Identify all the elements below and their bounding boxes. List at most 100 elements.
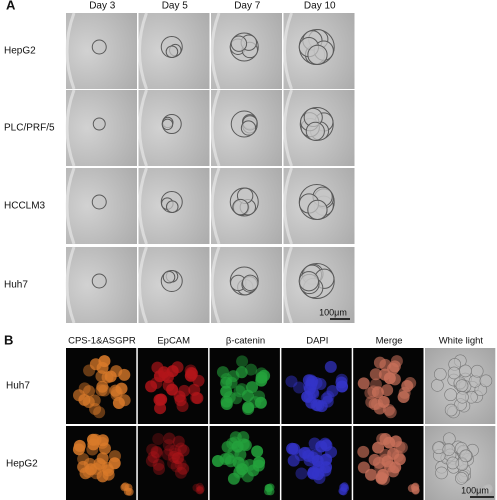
micrograph xyxy=(210,167,282,245)
cell xyxy=(357,445,370,458)
column-header: Merge xyxy=(376,336,403,347)
fluorescence-image xyxy=(66,426,137,500)
micrograph xyxy=(210,246,282,324)
cell xyxy=(89,403,102,416)
cell xyxy=(177,444,190,457)
column-header: CPS-1&ASGPR xyxy=(68,336,136,347)
column-header: EpCAM xyxy=(157,336,190,347)
cell xyxy=(369,368,382,381)
cell xyxy=(459,449,472,463)
cell xyxy=(174,466,187,479)
cell xyxy=(146,443,159,456)
cell xyxy=(172,435,185,448)
cell xyxy=(307,387,320,400)
labels: Day 3 Day 5 Day 7 Day 10 HepG2 PLC/PRF/5 HCCLM… xyxy=(4,1,489,496)
cell xyxy=(169,447,182,460)
cell xyxy=(252,459,265,472)
panel-label: A xyxy=(6,0,16,12)
micrograph xyxy=(138,89,210,167)
cell xyxy=(184,369,197,382)
cell xyxy=(310,448,323,461)
cell xyxy=(314,464,327,477)
cell xyxy=(456,390,469,404)
column-header: Day 3 xyxy=(89,1,116,12)
column-header: Day 10 xyxy=(304,1,336,12)
cell xyxy=(388,360,401,373)
cell xyxy=(87,433,100,446)
cell xyxy=(288,442,301,455)
panel-label: B xyxy=(4,332,13,347)
halo xyxy=(138,167,148,245)
cell xyxy=(459,364,472,378)
cell xyxy=(152,458,165,471)
cell xyxy=(196,485,205,494)
cell xyxy=(91,39,107,55)
cell xyxy=(336,380,349,393)
cell xyxy=(240,120,257,136)
halo xyxy=(65,246,76,324)
cell xyxy=(165,200,179,213)
cell xyxy=(357,377,370,390)
cell xyxy=(172,452,185,465)
cell xyxy=(174,457,187,470)
image-grid xyxy=(65,12,496,500)
cell xyxy=(229,431,242,444)
cell xyxy=(230,35,248,52)
micrograph xyxy=(138,167,210,245)
cell xyxy=(112,397,125,410)
cell xyxy=(442,443,456,456)
cell xyxy=(365,396,378,409)
cell xyxy=(167,457,180,470)
fluorescence-image xyxy=(281,348,352,424)
cell xyxy=(371,397,384,410)
cell xyxy=(192,483,201,492)
cell xyxy=(313,471,326,484)
cell xyxy=(164,444,177,457)
cell xyxy=(168,444,181,457)
row-label: Huh7 xyxy=(6,381,30,392)
cell xyxy=(444,403,458,417)
column-header: β-catenin xyxy=(226,336,265,347)
cell xyxy=(78,382,91,395)
cell xyxy=(479,374,493,388)
cell xyxy=(245,363,258,376)
cell xyxy=(470,364,484,378)
micrograph xyxy=(283,12,355,90)
cell xyxy=(150,445,163,458)
fluorescence-image xyxy=(425,426,496,500)
cell xyxy=(162,379,175,392)
halo xyxy=(283,12,293,90)
cell xyxy=(162,439,175,452)
cell xyxy=(310,376,323,389)
micrograph xyxy=(283,246,355,324)
fluorescence-image xyxy=(353,348,424,424)
cell xyxy=(233,385,246,398)
cell xyxy=(220,376,233,389)
halo xyxy=(65,167,76,245)
cell xyxy=(310,399,323,412)
cell xyxy=(91,194,107,210)
cell xyxy=(120,483,129,492)
cell xyxy=(305,121,325,141)
cell xyxy=(150,446,163,459)
cell xyxy=(371,386,384,399)
cell xyxy=(211,455,224,468)
cell xyxy=(145,454,158,467)
cell xyxy=(374,461,387,474)
cell xyxy=(161,118,174,131)
cell xyxy=(242,401,255,414)
cell xyxy=(96,470,109,483)
cell xyxy=(307,44,328,65)
cell xyxy=(251,445,264,458)
cell xyxy=(364,468,377,481)
cell xyxy=(446,456,460,470)
cell xyxy=(96,452,109,465)
cell xyxy=(177,462,190,475)
cell xyxy=(153,462,166,475)
cell xyxy=(383,372,396,385)
cell xyxy=(231,440,244,453)
micrograph xyxy=(283,167,355,245)
cell xyxy=(444,388,457,402)
cell xyxy=(174,394,187,407)
row-label: HepG2 xyxy=(4,46,36,57)
